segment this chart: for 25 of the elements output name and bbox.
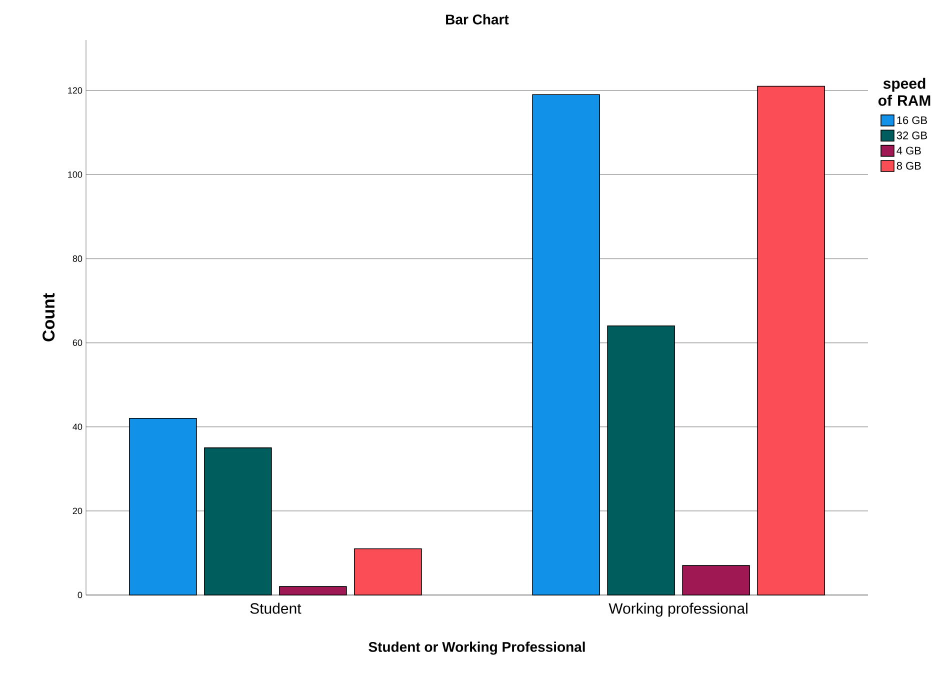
bar [607, 326, 675, 596]
legend-label: 8 GB [896, 162, 921, 170]
x-axis-title: Student or Working Professional [368, 642, 585, 655]
y-tick-label: 100 [68, 171, 82, 178]
legend-label: 32 GB [896, 132, 927, 140]
legend-title: speed of RAM [878, 78, 930, 106]
x-tick-label: Working professional [608, 602, 748, 617]
legend-label: 16 GB [897, 116, 927, 124]
y-tick-label: 0 [78, 592, 82, 598]
chart-title: Bar Chart [446, 14, 509, 24]
x-tick-label: Student [250, 602, 302, 614]
y-tick-label: 20 [72, 508, 82, 514]
bar [354, 548, 422, 596]
legend-label: 4 GB [896, 146, 921, 154]
y-tick-label: 80 [72, 255, 82, 262]
bar [204, 447, 272, 596]
bar [129, 418, 197, 596]
y-tick-label: 120 [68, 87, 82, 94]
y-tick-label: 60 [72, 340, 82, 346]
bar [757, 86, 825, 596]
bar [279, 586, 347, 596]
y-axis-title: Count [42, 293, 55, 342]
bar [532, 94, 600, 596]
y-tick-label: 40 [72, 424, 82, 430]
bar [682, 565, 750, 596]
